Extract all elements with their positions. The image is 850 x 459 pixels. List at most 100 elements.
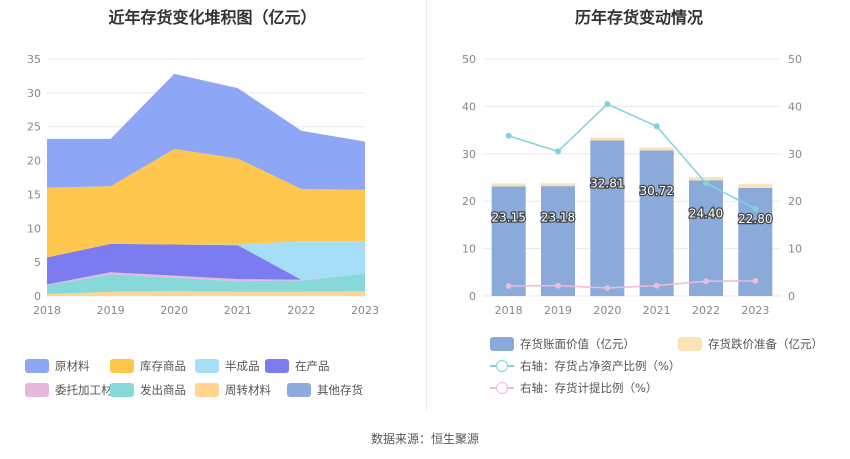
legend-swatch	[287, 383, 311, 397]
right-y-tick-label: 50	[462, 53, 476, 66]
legend-swatch	[490, 337, 514, 351]
right-y-tick-label: 40	[462, 100, 476, 113]
legend-line-swatch	[490, 359, 514, 373]
bar-book-value	[639, 150, 674, 296]
left-y-tick-label: 30	[27, 87, 41, 100]
line-point	[752, 277, 759, 284]
legend-label: 存货账面价值（亿元）	[520, 337, 635, 351]
right-y-tick-label: 10	[462, 243, 476, 256]
right-y2-tick-label: 10	[788, 243, 802, 256]
bar-value-label: 32.81	[590, 176, 624, 190]
right-legend-item[interactable]: 右轴：存货计提比例（%）	[490, 380, 657, 396]
right-x-tick-label: 2022	[692, 304, 720, 317]
left-legend-item[interactable]: 库存商品	[110, 358, 186, 374]
legend-label: 委托加工材料	[55, 383, 124, 397]
left-legend-item[interactable]: 半成品	[195, 358, 260, 374]
bar-book-value	[491, 186, 526, 296]
bar-value-label: 23.15	[491, 211, 525, 225]
legend-swatch	[195, 359, 219, 373]
legend-label: 存货跌价准备（亿元）	[708, 337, 823, 351]
right-legend-item[interactable]: 存货账面价值（亿元）	[490, 336, 635, 352]
line-point	[555, 282, 561, 289]
right-legend-item[interactable]: 右轴：存货占净资产比例（%）	[490, 358, 680, 374]
bar-value-label: 23.18	[541, 211, 575, 225]
legend-line-swatch	[490, 381, 514, 395]
left-x-tick-label: 2022	[287, 304, 315, 317]
area-series-半成品	[47, 241, 365, 280]
left-chart-title: 近年存货变化堆积图（亿元）	[108, 8, 317, 27]
bar-impairment-reserve	[738, 184, 773, 188]
bar-book-value	[541, 186, 575, 296]
legend-swatch	[25, 383, 49, 397]
legend-swatch	[195, 383, 219, 397]
right-y2-tick-label: 30	[788, 148, 802, 161]
line-series-1	[508, 280, 756, 289]
left-y-tick-label: 25	[27, 121, 41, 134]
bar-value-label: 22.80	[738, 212, 772, 226]
left-y-tick-label: 10	[27, 222, 41, 235]
stacked-area-chart-panel: 近年存货变化堆积图（亿元） 0 5 10 15 20 25 30 35 2018 2019 2020…	[0, 0, 425, 410]
line-point	[505, 283, 512, 290]
legend-swatch	[265, 359, 289, 373]
left-y-tick-label: 15	[27, 188, 41, 201]
legend-label: 原材料	[55, 359, 90, 373]
right-y-tick-label: 30	[462, 148, 476, 161]
line-point	[604, 284, 611, 291]
bar-impairment-reserve	[541, 183, 575, 187]
left-x-tick-label: 2021	[224, 304, 252, 317]
left-y-tick-label: 20	[27, 155, 41, 168]
line-point	[555, 148, 561, 155]
right-y2-tick-label: 20	[788, 195, 802, 208]
left-chart-legend: 原材料 库存商品 半成品 在产品委托加工材料 发出商品 周转材料 其他存货	[0, 356, 425, 400]
stacked-area-chart: 0 5 10 15 20 25 30 35 2018 2019 2020 2021 2022 2023	[27, 53, 379, 317]
bar-impairment-reserve	[491, 183, 526, 187]
legend-swatch	[25, 359, 49, 373]
right-y2-tick-label: 50	[788, 53, 802, 66]
line-point	[653, 282, 660, 289]
left-legend-item[interactable]: 在产品	[265, 358, 330, 374]
bar-book-value	[590, 140, 625, 296]
bar-book-value	[689, 180, 723, 296]
inventory-bar-line-chart: 0 10 20 30 40 50 0 10 20 30 40 50 23.15 23.18 32.81 30.…	[462, 53, 802, 317]
area-series-周转材料	[47, 291, 365, 296]
area-series-委托加工材料	[47, 272, 365, 286]
right-chart-legend: 存货账面价值（亿元） 存货跌价准备（亿元） 右轴：存货占净资产比例（%） 右轴：存货计…	[428, 334, 850, 400]
left-x-tick-label: 2019	[97, 304, 125, 317]
legend-swatch	[678, 337, 702, 351]
legend-label: 右轴：存货占净资产比例（%）	[520, 359, 681, 373]
left-x-tick-label: 2023	[351, 304, 379, 317]
bar-value-label: 30.72	[639, 184, 673, 198]
line-point	[653, 123, 660, 130]
panel-divider	[426, 0, 427, 410]
bar-impairment-reserve	[590, 137, 625, 141]
left-legend-item[interactable]: 发出商品	[110, 382, 186, 398]
right-chart-title: 历年存货变动情况	[574, 8, 703, 27]
data-source-note: 数据来源：恒生聚源	[370, 432, 479, 446]
legend-label: 周转材料	[225, 383, 271, 397]
right-x-tick-label: 2020	[593, 304, 621, 317]
inventory-change-chart-panel: 历年存货变动情况 0 10 20 30 40 50 0 10 20 30 40 50 23.15 23.1…	[428, 0, 850, 410]
right-y2-tick-label: 40	[788, 100, 802, 113]
right-y-tick-label: 0	[469, 290, 476, 303]
left-legend-item[interactable]: 原材料	[25, 358, 90, 374]
left-x-tick-label: 2020	[160, 304, 188, 317]
left-legend-item[interactable]: 委托加工材料	[25, 382, 124, 398]
area-series-库存商品	[47, 149, 365, 258]
left-legend-item[interactable]: 其他存货	[287, 382, 363, 398]
left-y-tick-label: 35	[27, 53, 41, 66]
right-y2-tick-label: 0	[788, 290, 795, 303]
legend-label: 其他存货	[317, 383, 363, 397]
legend-label: 右轴：存货计提比例（%）	[520, 381, 658, 395]
legend-label: 半成品	[225, 359, 260, 373]
left-legend-item[interactable]: 周转材料	[195, 382, 271, 398]
line-point	[505, 132, 512, 139]
line-point	[703, 180, 709, 187]
right-y-tick-label: 20	[462, 195, 476, 208]
line-series-0	[508, 103, 756, 210]
legend-label: 发出商品	[140, 383, 186, 397]
legend-label: 库存商品	[140, 359, 186, 373]
area-series-发出商品	[47, 273, 365, 294]
left-x-tick-label: 2018	[33, 304, 61, 317]
right-legend-item[interactable]: 存货跌价准备（亿元）	[678, 336, 823, 352]
left-y-tick-label: 0	[34, 290, 41, 303]
